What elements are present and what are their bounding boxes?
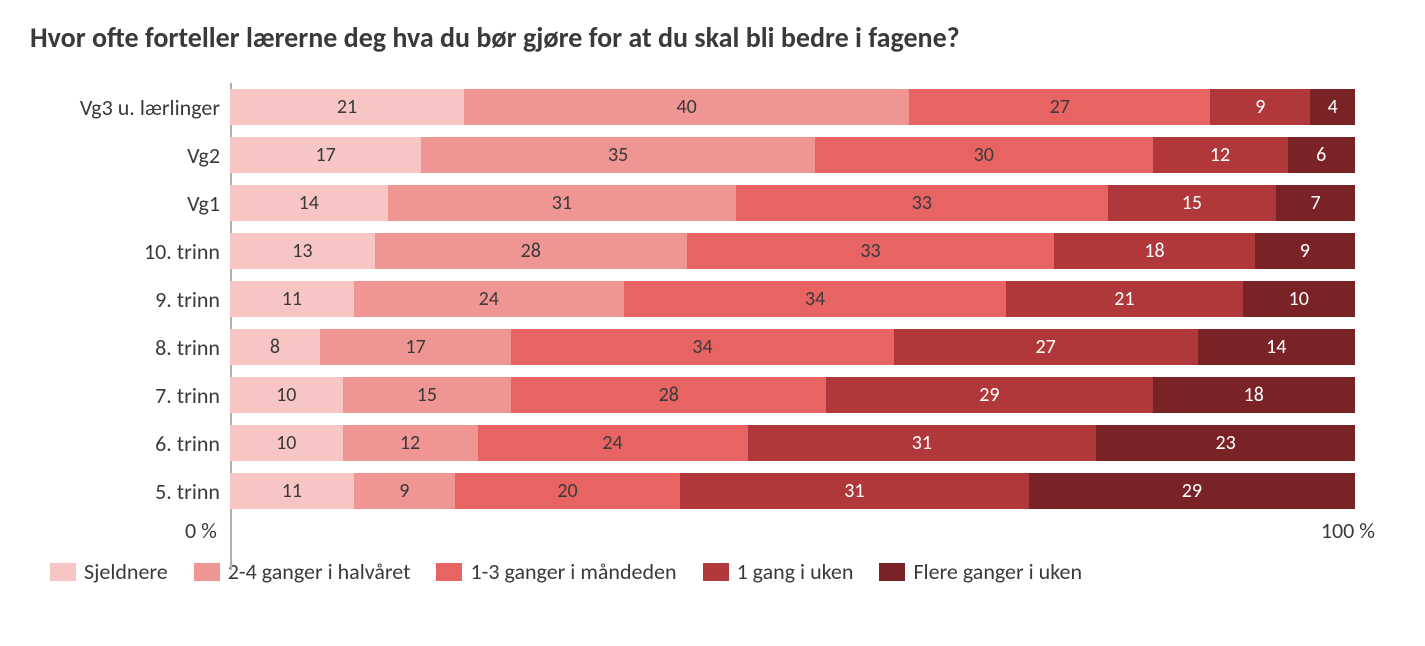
legend-item-sjeldnere: Sjeldnere xyxy=(50,558,168,585)
legend-swatch xyxy=(703,563,729,581)
bar-segment-maned: 33 xyxy=(687,233,1055,269)
stacked-bar: 817342714 xyxy=(230,329,1355,365)
bar-segment-ukenflere: 23 xyxy=(1096,425,1355,461)
stacked-bar: 119203129 xyxy=(230,473,1355,509)
bar-segment-ukenflere: 9 xyxy=(1255,233,1355,269)
x-axis-max-label: 100 % xyxy=(1321,517,1375,544)
bar-segment-halvaret: 12 xyxy=(343,425,478,461)
bar-segment-sjeldnere: 14 xyxy=(230,185,388,221)
stacked-bar: 1012243123 xyxy=(230,425,1355,461)
bar-segment-ukenflere: 10 xyxy=(1243,281,1356,317)
legend-item-uken1: 1 gang i uken xyxy=(703,558,854,585)
bar-segment-uken1: 21 xyxy=(1006,281,1242,317)
stacked-bar: 173530126 xyxy=(230,137,1355,173)
category-label: Vg2 xyxy=(30,142,220,169)
legend-item-ukenflere: Flere ganger i uken xyxy=(879,558,1082,585)
bar-row: 5. trinn119203129 xyxy=(230,467,1355,515)
bar-segment-ukenflere: 29 xyxy=(1029,473,1355,509)
stacked-bar: 21402794 xyxy=(230,89,1355,125)
bar-row: 7. trinn1015282918 xyxy=(230,371,1355,419)
bar-segment-maned: 33 xyxy=(736,185,1107,221)
stacked-bar: 143133157 xyxy=(230,185,1355,221)
bar-segment-ukenflere: 7 xyxy=(1276,185,1355,221)
bar-segment-halvaret: 31 xyxy=(388,185,737,221)
bar-segment-sjeldnere: 13 xyxy=(230,233,375,269)
legend-label: 1 gang i uken xyxy=(737,558,854,585)
x-axis: 0 % 100 % xyxy=(230,517,1355,544)
stacked-bar: 1015282918 xyxy=(230,377,1355,413)
bar-segment-maned: 28 xyxy=(511,377,826,413)
bar-segment-uken1: 31 xyxy=(748,425,1097,461)
bar-segment-uken1: 18 xyxy=(1054,233,1254,269)
bar-row: Vg3 u. lærlinger21402794 xyxy=(230,83,1355,131)
bar-segment-uken1: 31 xyxy=(680,473,1029,509)
legend-label: 2-4 ganger i halvåret xyxy=(228,558,411,585)
legend-label: Sjeldnere xyxy=(84,558,168,585)
legend-label: 1-3 ganger i måndeden xyxy=(470,558,676,585)
category-label: 7. trinn xyxy=(30,382,220,409)
bar-segment-uken1: 29 xyxy=(826,377,1152,413)
bar-row: 10. trinn132833189 xyxy=(230,227,1355,275)
category-label: 8. trinn xyxy=(30,334,220,361)
bar-segment-maned: 34 xyxy=(624,281,1007,317)
legend-item-halvaret: 2-4 ganger i halvåret xyxy=(194,558,411,585)
legend-swatch xyxy=(879,563,905,581)
bar-segment-halvaret: 9 xyxy=(354,473,455,509)
category-label: 10. trinn xyxy=(30,238,220,265)
bar-segment-maned: 27 xyxy=(909,89,1210,125)
bar-segment-uken1: 27 xyxy=(894,329,1198,365)
bar-row: Vg2173530126 xyxy=(230,131,1355,179)
bar-segment-sjeldnere: 8 xyxy=(230,329,320,365)
bar-segment-sjeldnere: 11 xyxy=(230,473,354,509)
bar-rows: Vg3 u. lærlinger21402794Vg2173530126Vg11… xyxy=(230,83,1355,515)
bar-segment-halvaret: 40 xyxy=(464,89,910,125)
bar-segment-sjeldnere: 17 xyxy=(230,137,421,173)
bar-segment-sjeldnere: 10 xyxy=(230,425,343,461)
bar-segment-sjeldnere: 11 xyxy=(230,281,354,317)
bar-segment-halvaret: 28 xyxy=(375,233,687,269)
stacked-bar: 132833189 xyxy=(230,233,1355,269)
bar-segment-halvaret: 24 xyxy=(354,281,624,317)
bar-segment-uken1: 9 xyxy=(1210,89,1310,125)
legend: Sjeldnere 2-4 ganger i halvåret 1-3 ganger… xyxy=(50,558,1355,585)
bar-segment-maned: 30 xyxy=(815,137,1153,173)
bar-segment-halvaret: 15 xyxy=(343,377,512,413)
chart-area: Vg3 u. lærlinger21402794Vg2173530126Vg11… xyxy=(30,83,1395,585)
category-label: Vg3 u. lærlinger xyxy=(30,94,220,121)
bar-segment-uken1: 15 xyxy=(1108,185,1277,221)
bar-row: 8. trinn817342714 xyxy=(230,323,1355,371)
bar-segment-maned: 24 xyxy=(478,425,748,461)
legend-item-maned: 1-3 ganger i måndeden xyxy=(436,558,676,585)
bar-segment-ukenflere: 6 xyxy=(1288,137,1356,173)
legend-swatch xyxy=(436,563,462,581)
bar-segment-ukenflere: 4 xyxy=(1310,89,1355,125)
category-label: Vg1 xyxy=(30,190,220,217)
legend-swatch xyxy=(194,563,220,581)
category-label: 9. trinn xyxy=(30,286,220,313)
stacked-bar: 1124342110 xyxy=(230,281,1355,317)
bar-segment-sjeldnere: 21 xyxy=(230,89,464,125)
bar-segment-uken1: 12 xyxy=(1153,137,1288,173)
bar-row: Vg1143133157 xyxy=(230,179,1355,227)
category-label: 5. trinn xyxy=(30,478,220,505)
legend-label: Flere ganger i uken xyxy=(913,558,1082,585)
legend-swatch xyxy=(50,563,76,581)
bar-segment-ukenflere: 14 xyxy=(1198,329,1356,365)
bar-segment-maned: 20 xyxy=(455,473,680,509)
bar-segment-ukenflere: 18 xyxy=(1153,377,1356,413)
bar-segment-halvaret: 17 xyxy=(320,329,511,365)
bar-row: 9. trinn1124342110 xyxy=(230,275,1355,323)
chart-title: Hvor ofte forteller lærerne deg hva du b… xyxy=(30,20,1395,55)
bar-segment-maned: 34 xyxy=(511,329,894,365)
bar-segment-sjeldnere: 10 xyxy=(230,377,343,413)
bar-segment-halvaret: 35 xyxy=(421,137,815,173)
bar-row: 6. trinn1012243123 xyxy=(230,419,1355,467)
category-label: 6. trinn xyxy=(30,430,220,457)
x-axis-min-label: 0 % xyxy=(185,517,217,544)
